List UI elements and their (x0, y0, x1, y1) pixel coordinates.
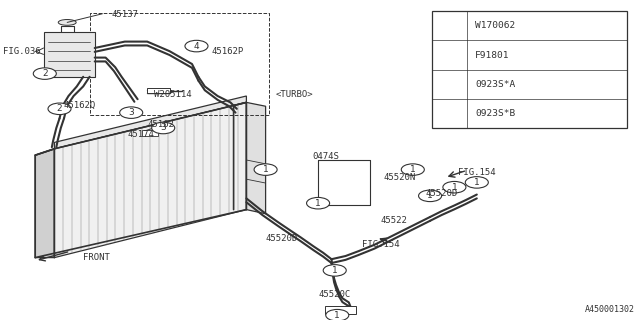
Circle shape (323, 265, 346, 276)
Text: 3: 3 (161, 124, 166, 132)
Text: 1: 1 (332, 266, 337, 275)
Text: 1: 1 (335, 311, 340, 320)
Text: 0923S*A: 0923S*A (475, 80, 515, 89)
Circle shape (307, 197, 330, 209)
Text: 3: 3 (129, 108, 134, 117)
Text: 4: 4 (194, 42, 199, 51)
Text: 2: 2 (57, 104, 62, 113)
Text: F91801: F91801 (475, 51, 509, 60)
Text: 1: 1 (316, 199, 321, 208)
Text: W205114: W205114 (154, 90, 191, 99)
Text: 1: 1 (474, 178, 479, 187)
Bar (142, 130, 158, 136)
Polygon shape (246, 102, 266, 214)
Polygon shape (54, 96, 246, 149)
Text: <TURBO>: <TURBO> (275, 90, 313, 99)
Polygon shape (44, 32, 95, 77)
Text: 45520D: 45520D (266, 234, 298, 243)
Text: 1: 1 (452, 183, 457, 192)
Circle shape (438, 20, 461, 32)
Text: 2: 2 (42, 69, 47, 78)
Circle shape (326, 309, 349, 320)
Circle shape (443, 181, 466, 193)
Circle shape (438, 49, 461, 61)
Text: 1: 1 (428, 191, 433, 200)
Text: FRONT: FRONT (83, 253, 110, 262)
Text: 1: 1 (447, 21, 452, 30)
Text: 4: 4 (447, 109, 452, 118)
Text: W170062: W170062 (475, 21, 515, 30)
Text: 45162Q: 45162Q (64, 101, 96, 110)
Text: 45520C: 45520C (319, 290, 351, 299)
Circle shape (438, 108, 461, 119)
Text: FIG.154: FIG.154 (458, 168, 495, 177)
Polygon shape (54, 102, 246, 258)
Text: 0474S: 0474S (312, 152, 339, 161)
Text: 45174: 45174 (128, 130, 155, 139)
Circle shape (401, 164, 424, 175)
Circle shape (120, 107, 143, 118)
Ellipse shape (58, 20, 76, 25)
Bar (147, 88, 170, 93)
Circle shape (254, 164, 277, 175)
Bar (325, 306, 356, 314)
Bar (432, 11, 627, 128)
Circle shape (465, 177, 488, 188)
Circle shape (419, 190, 442, 202)
Circle shape (152, 122, 175, 134)
Text: FIG.036: FIG.036 (3, 47, 41, 56)
Circle shape (33, 68, 56, 79)
Text: 45522: 45522 (381, 216, 408, 225)
Circle shape (185, 40, 208, 52)
Text: 45162: 45162 (147, 120, 174, 129)
Text: A450001302: A450001302 (585, 305, 635, 314)
Polygon shape (35, 149, 54, 258)
Circle shape (48, 103, 71, 115)
Text: 45520N: 45520N (384, 173, 416, 182)
Circle shape (438, 78, 461, 90)
Text: 2: 2 (447, 51, 452, 60)
Text: 0923S*B: 0923S*B (475, 109, 515, 118)
Text: 45520D: 45520D (426, 189, 458, 198)
Text: 45162P: 45162P (211, 47, 243, 56)
Text: 1: 1 (410, 165, 415, 174)
Text: FIG.154: FIG.154 (362, 240, 399, 249)
Text: 45137: 45137 (112, 10, 139, 19)
Text: 3: 3 (447, 80, 452, 89)
Text: 1: 1 (263, 165, 268, 174)
